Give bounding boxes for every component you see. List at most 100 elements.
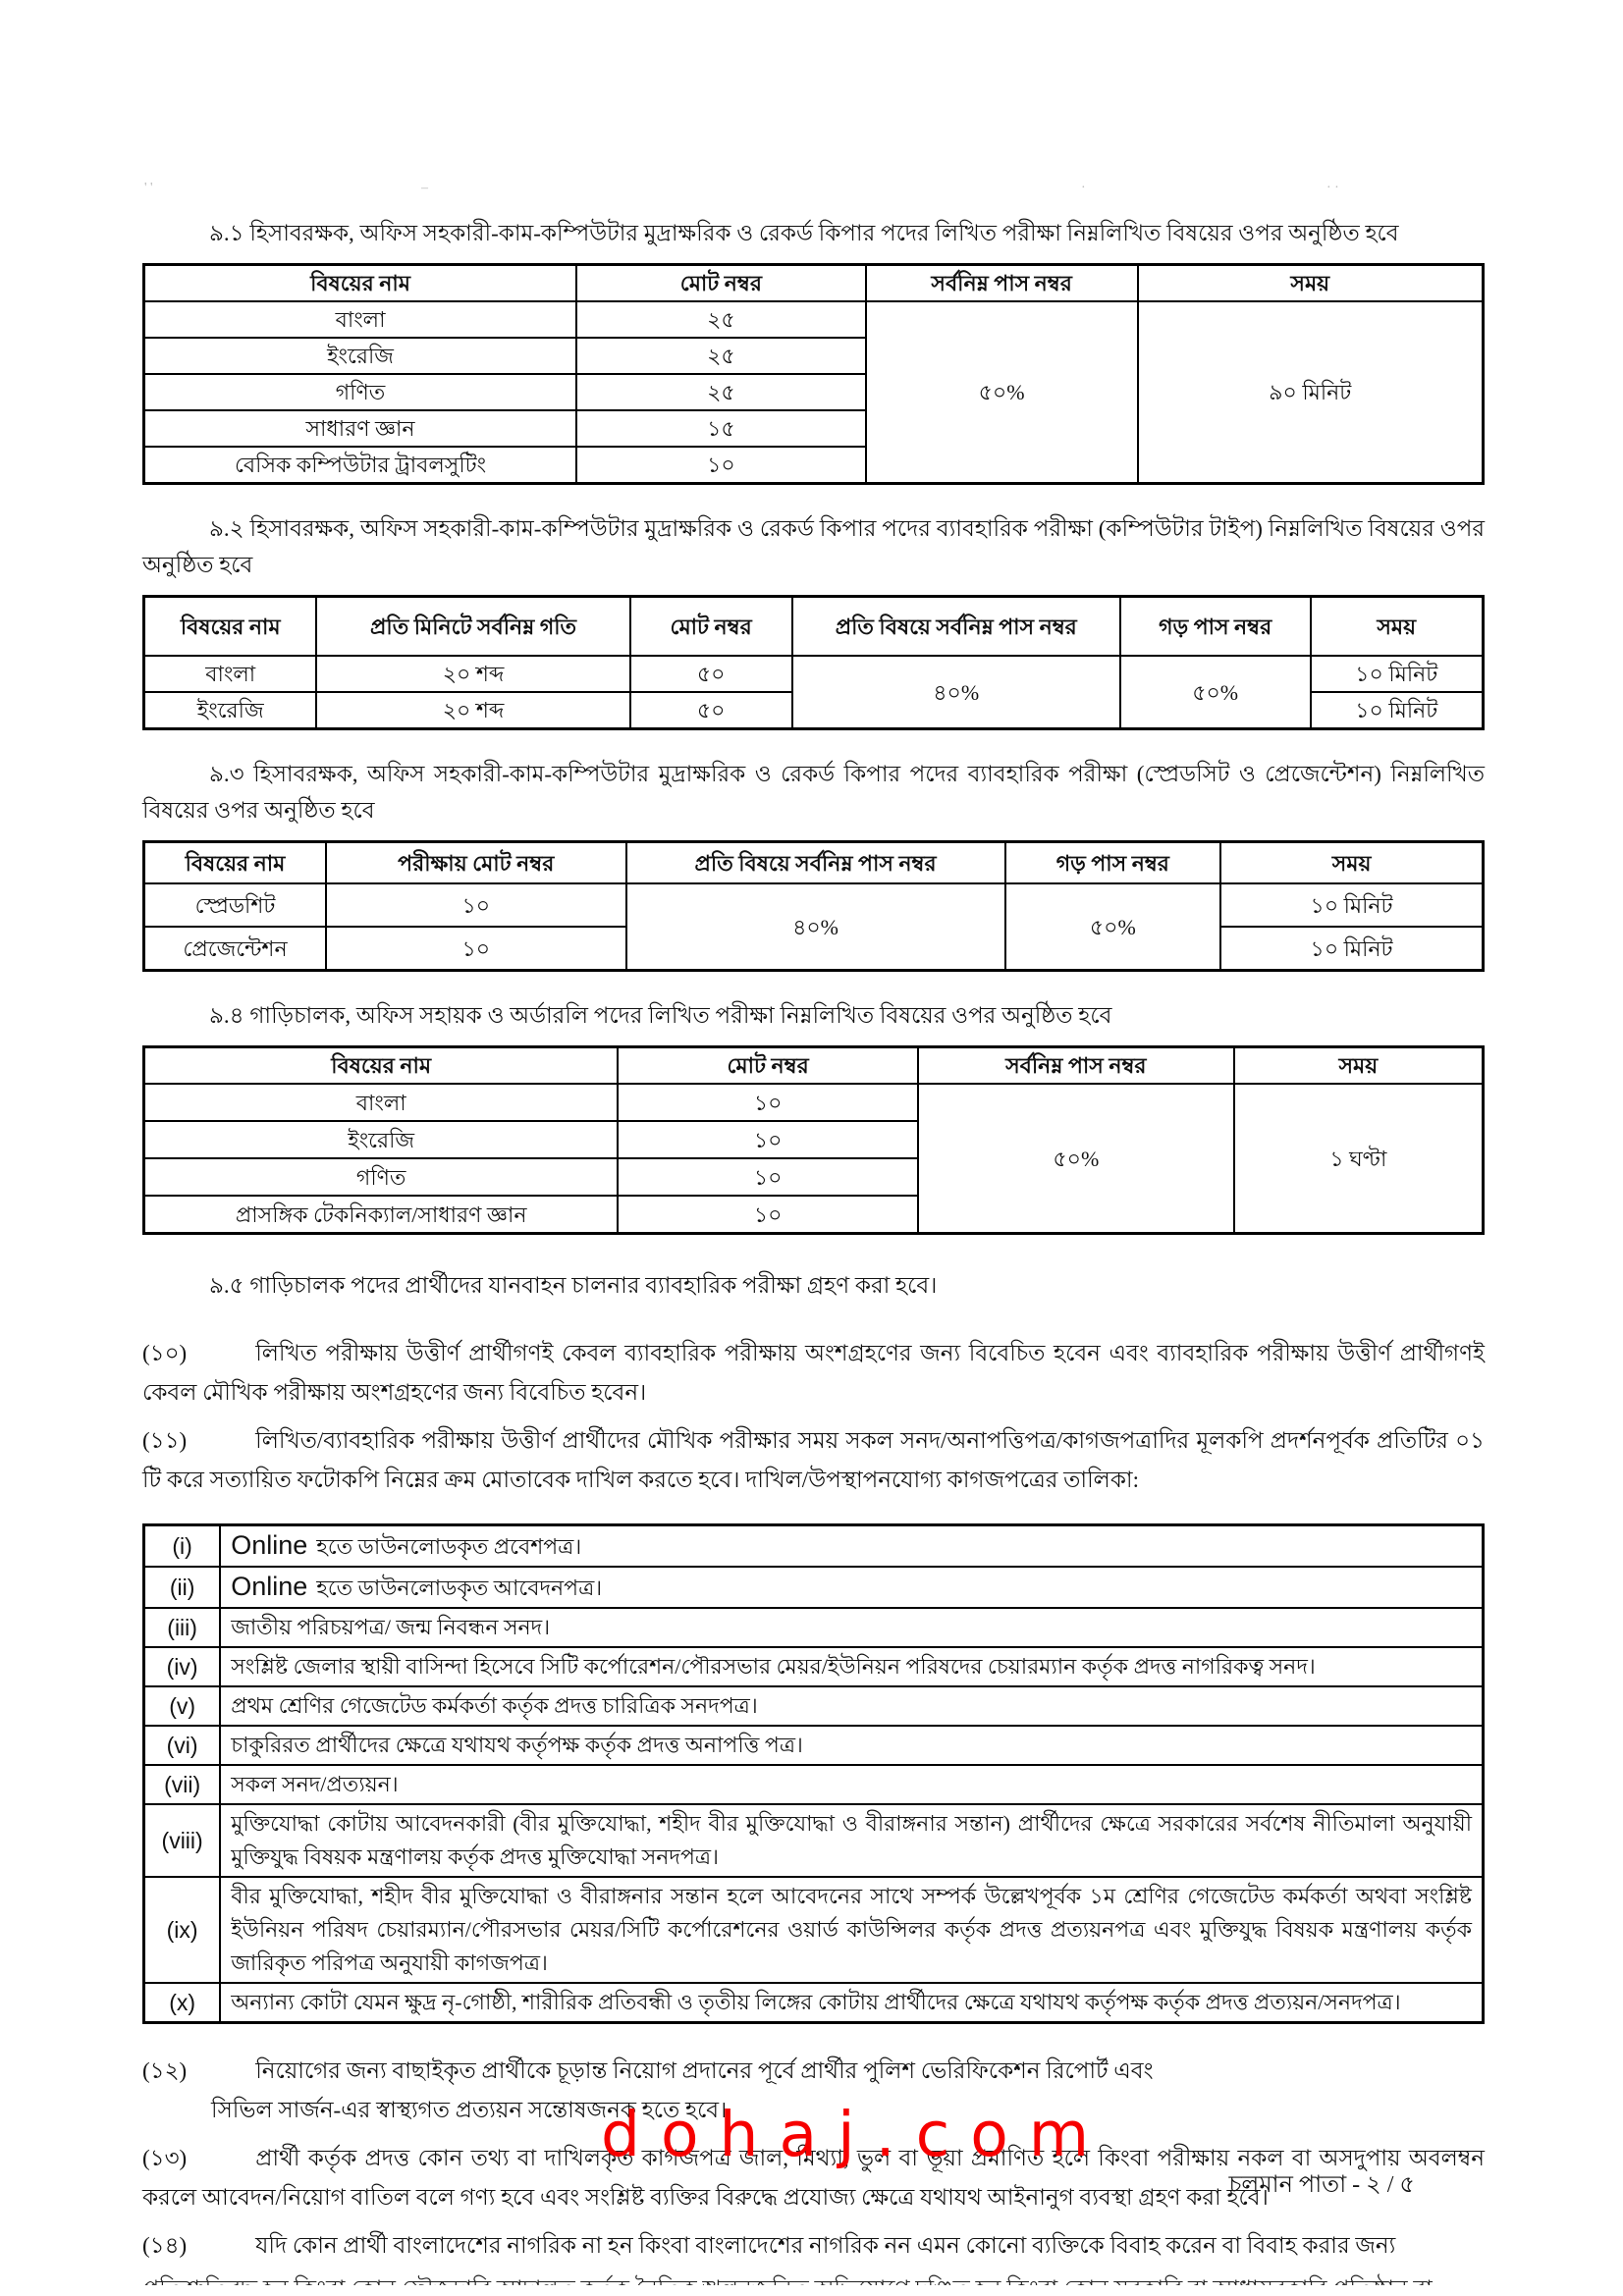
document-description: সংশ্লিষ্ট জেলার স্থায়ী বাসিন্দা হিসেবে … bbox=[219, 1646, 1485, 1687]
header-cell-time: সময় bbox=[1219, 840, 1485, 884]
header-cell-avg-pass: গড় পাস নম্বর bbox=[1003, 840, 1222, 884]
section-9-2-heading: ৯.২ হিসাবরক্ষক, অফিস সহকারী-কাম-কম্পিউটা… bbox=[142, 516, 1485, 577]
table-row: গণিত ১০ bbox=[142, 1157, 1484, 1197]
header-cell-total-marks: মোট নম্বর bbox=[575, 263, 867, 302]
table-row: সাধারণ জ্ঞান ১৫ bbox=[142, 409, 1484, 448]
document-row: (iv) সংশ্লিষ্ট জেলার স্থায়ী বাসিন্দা হি… bbox=[142, 1646, 1485, 1687]
header-cell-subject-pass: প্রতি বিষয়ে সর্বনিম্ন পাস নম্বর bbox=[624, 840, 1006, 884]
cell-marks: ১০ bbox=[617, 1083, 919, 1122]
table-row: বাংলা ২৫ ৫০% ৯০ মিনিট bbox=[142, 300, 1485, 485]
document-text: বীর মুক্তিযোদ্ধা, শহীদ বীর মুক্তিযোদ্ধা … bbox=[231, 1884, 1472, 1975]
document-description: Online হতে ডাউনলোডকৃত আবেদনপত্র। bbox=[219, 1566, 1485, 1609]
cell-subject-pass: ৪০% bbox=[790, 655, 1121, 730]
dohaj-watermark: dohaj.com bbox=[601, 2099, 1110, 2170]
document-text: প্রথম শ্রেণির গেজেটেড কর্মকর্তা কর্তৃক প… bbox=[231, 1693, 758, 1718]
document-text: সংশ্লিষ্ট জেলার স্থায়ী বাসিন্দা হিসেবে … bbox=[231, 1654, 1316, 1679]
document-description: Online হতে ডাউনলোডকৃত প্রবেশপত্র। bbox=[219, 1523, 1485, 1568]
page-content: ৯.১ হিসাবরক্ষক, অফিস সহকারী-কাম-কম্পিউটা… bbox=[142, 0, 1485, 2285]
header-cell-time: সময় bbox=[1136, 263, 1485, 302]
cell-subject: গণিত bbox=[142, 373, 578, 411]
cell-subject-pass: ৪০% bbox=[624, 882, 1006, 972]
page-footer: চলমান পাতা - ২ / ৫ bbox=[1228, 2172, 1415, 2198]
table-practical-exam-spreadsheet: বিষয়ের নাম পরীক্ষায় মোট নম্বর প্রতি বি… bbox=[142, 840, 1485, 972]
document-text: মুক্তিযোদ্ধা কোটায় আবেদনকারী (বীর মুক্ত… bbox=[231, 1811, 1472, 1869]
document-row: (v) প্রথম শ্রেণির গেজেটেড কর্মকর্তা কর্ত… bbox=[142, 1685, 1485, 1727]
cell-marks: ২৫ bbox=[575, 337, 867, 375]
table-header-row: বিষয়ের নাম মোট নম্বর সর্বনিম্ন পাস নম্ব… bbox=[142, 1045, 1485, 1085]
document-description: সকল সনদ/প্রত্যয়ন। bbox=[219, 1764, 1485, 1805]
table-written-exam-clerical: বিষয়ের নাম মোট নম্বর সর্বনিম্ন পাস নম্ব… bbox=[142, 263, 1485, 485]
document-number: (i) bbox=[142, 1523, 222, 1568]
clause-12-line2: সিভিল সার্জন-এর স্বাস্থ্যগত প্রত্যয়ন সন… bbox=[211, 2098, 728, 2122]
clause-13-number: (১৩) bbox=[142, 2146, 188, 2170]
document-description: অন্যান্য কোটা যেমন ক্ষুদ্র নৃ-গোষ্ঠী, শা… bbox=[219, 1982, 1485, 2024]
header-cell-total-marks: মোট নম্বর bbox=[617, 1045, 919, 1085]
clause-14-number: (১৪) bbox=[142, 2233, 188, 2258]
section-9-3-heading: ৯.৩ হিসাবরক্ষক, অফিস সহকারী-কাম-কম্পিউটা… bbox=[142, 762, 1485, 823]
document-number: (ix) bbox=[142, 1876, 222, 1984]
clause-14-line1: যদি কোন প্রার্থী বাংলাদেশের নাগরিক না হন… bbox=[255, 2233, 1396, 2258]
clause-14: (১৪) যদি কোন প্রার্থী বাংলাদেশের নাগরিক ন… bbox=[142, 2226, 1485, 2266]
clause-10-number: (১০) bbox=[142, 1341, 188, 1365]
clause-13-text: প্রার্থী কর্তৃক প্রদত্ত কোন তথ্য বা দাখি… bbox=[142, 2146, 1485, 2210]
table-practical-exam-typing: বিষয়ের নাম প্রতি মিনিটে সর্বনিম্ন গতি ম… bbox=[142, 595, 1485, 730]
clause-13: (১৩) প্রার্থী কর্তৃক প্রদত্ত কোন তথ্য বা … bbox=[142, 2139, 1485, 2217]
clause-11: (১১) লিখিত/ব্যাবহারিক পরীক্ষায় উত্তীর্ণ … bbox=[142, 1421, 1485, 1500]
table-row: ইংরেজি ২০ শব্দ ৫০ ১০ মিনিট bbox=[142, 691, 1485, 730]
cell-time: ১ ঘণ্টা bbox=[1232, 1083, 1485, 1235]
cell-subject: প্রাসঙ্গিক টেকনিক্যাল/সাধারণ জ্ঞান bbox=[142, 1195, 620, 1235]
cell-marks: ২৫ bbox=[575, 373, 867, 411]
table-header-row: বিষয়ের নাম প্রতি মিনিটে সর্বনিম্ন গতি ম… bbox=[142, 595, 1485, 657]
header-cell-subject: বিষয়ের নাম bbox=[142, 263, 578, 302]
document-row: (vi) চাকুরিরত প্রার্থীদের ক্ষেত্রে যথাযথ… bbox=[142, 1725, 1485, 1766]
cell-pass-mark: ৫০% bbox=[916, 1083, 1235, 1235]
document-number: (ii) bbox=[142, 1566, 222, 1609]
document-number: (vii) bbox=[142, 1764, 222, 1805]
cell-subject: ইংরেজি bbox=[142, 691, 318, 730]
document-number: (iii) bbox=[142, 1607, 222, 1648]
document-row: (iii) জাতীয় পরিচয়পত্র/ জন্ম নিবন্ধন সন… bbox=[142, 1607, 1485, 1648]
cell-marks: ১০ bbox=[617, 1120, 919, 1159]
document-row: (viii) মুক্তিযোদ্ধা কোটায় আবেদনকারী (বী… bbox=[142, 1803, 1485, 1878]
document-number: (vi) bbox=[142, 1725, 222, 1766]
table-header-row: বিষয়ের নাম পরীক্ষায় মোট নম্বর প্রতি বি… bbox=[142, 840, 1485, 884]
table-row: স্প্রেডশিট ১০ ৪০% ৫০% ১০ মিনিট bbox=[142, 882, 1485, 972]
cell-subject: ইংরেজি bbox=[142, 1120, 620, 1159]
document-number: (viii) bbox=[142, 1803, 222, 1878]
cell-marks: ১০ bbox=[325, 926, 627, 972]
section-9-1-heading: ৯.১ হিসাবরক্ষক, অফিস সহকারী-কাম-কম্পিউটা… bbox=[209, 221, 1399, 245]
table-row: ইংরেজি ১০ bbox=[142, 1120, 1484, 1159]
header-cell-total-marks: পরীক্ষায় মোট নম্বর bbox=[325, 840, 627, 884]
cell-marks: ১০ bbox=[617, 1157, 919, 1197]
document-text: হতে ডাউনলোডকৃত আবেদনপত্র। bbox=[316, 1575, 603, 1600]
online-label: Online bbox=[231, 1530, 308, 1560]
cell-marks: ১০ bbox=[617, 1195, 919, 1235]
clause-12-line1: নিয়োগের জন্য বাছাইকৃত প্রার্থীকে চূড়ান… bbox=[255, 2058, 1154, 2083]
table-written-exam-driver: বিষয়ের নাম মোট নম্বর সর্বনিম্ন পাস নম্ব… bbox=[142, 1045, 1485, 1235]
document-number: (iv) bbox=[142, 1646, 222, 1687]
document-description: বীর মুক্তিযোদ্ধা, শহীদ বীর মুক্তিযোদ্ধা … bbox=[219, 1876, 1485, 1984]
cell-subject: বেসিক কম্পিউটার ট্রাবলসুটিং bbox=[142, 446, 578, 485]
document-description: জাতীয় পরিচয়পত্র/ জন্ম নিবন্ধন সনদ। bbox=[219, 1607, 1485, 1648]
cell-speed: ২০ শব্দ bbox=[315, 691, 631, 730]
cell-subject: বাংলা bbox=[142, 655, 318, 693]
document-text: অন্যান্য কোটা যেমন ক্ষুদ্র নৃ-গোষ্ঠী, শা… bbox=[231, 1990, 1401, 2014]
document-row: (ii) Online হতে ডাউনলোডকৃত আবেদনপত্র। bbox=[142, 1566, 1485, 1609]
table-row: গণিত ২৫ bbox=[142, 373, 1484, 411]
scan-mark: ' ' bbox=[144, 181, 153, 195]
scan-artifacts: ' ' – · · · bbox=[142, 181, 1485, 196]
document-description: প্রথম শ্রেণির গেজেটেড কর্মকর্তা কর্তৃক প… bbox=[219, 1685, 1485, 1727]
cell-marks: ৫০ bbox=[628, 691, 793, 730]
cell-subject: সাধারণ জ্ঞান bbox=[142, 409, 578, 448]
header-cell-subject: বিষয়ের নাম bbox=[142, 840, 327, 884]
header-cell-total-marks: মোট নম্বর bbox=[628, 595, 793, 657]
header-cell-subject: বিষয়ের নাম bbox=[142, 595, 318, 657]
header-cell-min-pass: সর্বনিম্ন পাস নম্বর bbox=[916, 1045, 1235, 1085]
table-row: প্রেজেন্টেশন ১০ ১০ মিনিট bbox=[142, 926, 1485, 972]
cell-subject: গণিত bbox=[142, 1157, 620, 1197]
cell-pass-mark: ৫০% bbox=[864, 300, 1139, 485]
document-text: সকল সনদ/প্রত্যয়ন। bbox=[231, 1772, 399, 1796]
document-text: হতে ডাউনলোডকৃত প্রবেশপত্র। bbox=[316, 1534, 582, 1559]
document-row: (i) Online হতে ডাউনলোডকৃত প্রবেশপত্র। bbox=[142, 1523, 1485, 1568]
